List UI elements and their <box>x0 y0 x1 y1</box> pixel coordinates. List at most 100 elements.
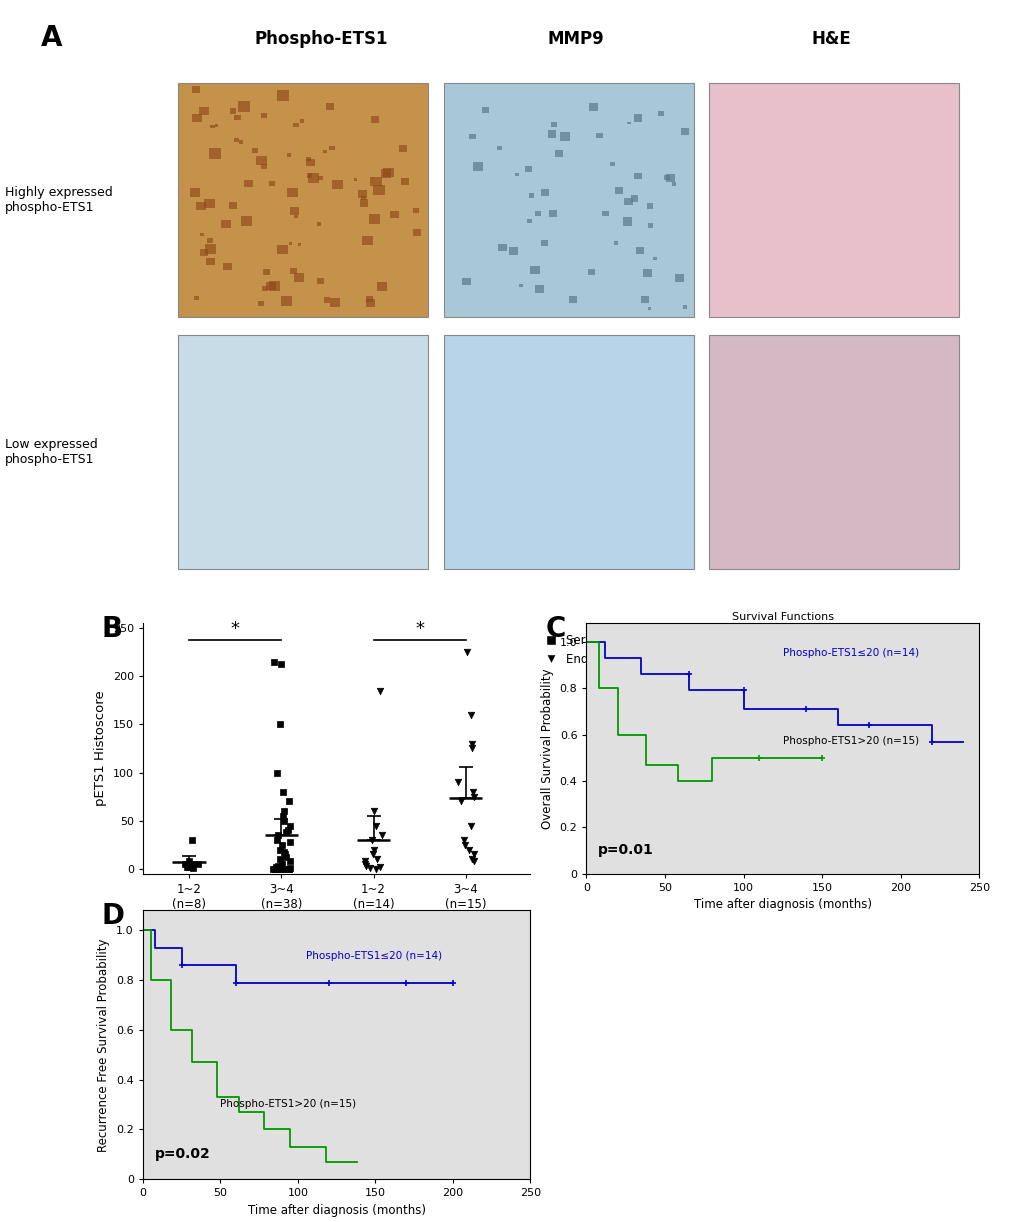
Point <box>273 654 289 673</box>
Bar <box>261 114 267 119</box>
Bar <box>587 269 594 275</box>
Bar <box>675 274 683 282</box>
Bar <box>559 132 570 141</box>
Bar <box>652 257 656 260</box>
Bar <box>358 191 366 198</box>
Bar <box>300 119 304 123</box>
Point <box>371 857 387 876</box>
Point <box>457 835 473 854</box>
Bar <box>633 115 642 122</box>
Point <box>466 787 482 807</box>
Point <box>465 782 481 802</box>
Point <box>280 792 297 811</box>
Bar <box>269 281 279 291</box>
Bar <box>229 109 236 114</box>
Bar <box>210 125 214 128</box>
Text: p=0.02: p=0.02 <box>154 1146 210 1161</box>
Point <box>466 852 482 871</box>
Text: Phospho-ETS1>20 (n=15): Phospho-ETS1>20 (n=15) <box>783 736 918 745</box>
Point <box>365 844 381 864</box>
Point <box>274 807 290 826</box>
Bar <box>682 306 687 309</box>
Point <box>184 830 201 849</box>
Text: *: * <box>230 620 239 638</box>
Bar <box>609 163 614 166</box>
Point <box>374 825 390 844</box>
Bar <box>634 172 642 180</box>
Bar <box>443 83 693 318</box>
Bar <box>206 258 215 265</box>
Bar <box>196 202 206 210</box>
Bar <box>204 199 214 208</box>
X-axis label: Time after diagnosis (months): Time after diagnosis (months) <box>248 1204 425 1217</box>
Text: A: A <box>41 24 62 53</box>
Bar <box>207 238 213 243</box>
Point <box>358 857 374 876</box>
Bar <box>398 145 407 152</box>
Bar <box>535 286 543 292</box>
Bar <box>658 111 663 116</box>
Y-axis label: pETS1 Histoscore: pETS1 Histoscore <box>94 690 107 807</box>
Point <box>273 854 289 874</box>
Bar <box>400 178 409 185</box>
Bar <box>596 132 602 138</box>
Text: Phospho-ETS1≤20 (n=14): Phospho-ETS1≤20 (n=14) <box>306 951 441 960</box>
Bar <box>252 148 258 153</box>
Bar <box>588 103 598 111</box>
Title: Survival Functions: Survival Functions <box>732 612 834 622</box>
Point <box>463 738 479 758</box>
Bar <box>205 244 216 254</box>
Bar <box>473 163 483 171</box>
Point <box>272 849 288 869</box>
Bar <box>647 307 651 309</box>
Point <box>269 857 285 876</box>
X-axis label: Time after diagnosis (months): Time after diagnosis (months) <box>693 898 871 912</box>
Bar <box>288 242 291 246</box>
Bar <box>293 215 298 219</box>
Bar <box>547 131 556 138</box>
Point <box>276 802 292 821</box>
Point <box>277 859 293 879</box>
Bar <box>708 83 958 318</box>
Point <box>278 848 294 868</box>
Point <box>178 857 195 876</box>
Point <box>266 859 282 879</box>
Point <box>371 681 387 700</box>
Bar <box>373 186 384 196</box>
Point <box>281 832 298 852</box>
Point <box>271 715 287 734</box>
Bar <box>481 108 488 112</box>
Bar <box>190 188 200 197</box>
Bar <box>215 123 218 127</box>
Bar <box>195 296 199 301</box>
Bar <box>318 176 323 180</box>
Bar <box>627 121 630 125</box>
Text: D: D <box>102 902 125 930</box>
Bar <box>306 158 311 161</box>
Point <box>269 830 285 849</box>
Bar <box>636 247 643 254</box>
Bar <box>192 87 201 93</box>
Point <box>356 852 372 871</box>
Text: p=0.01: p=0.01 <box>598 843 653 857</box>
Bar <box>178 335 428 569</box>
Bar <box>413 208 419 213</box>
Bar <box>178 83 428 318</box>
Point <box>367 859 383 879</box>
Point <box>461 840 477 859</box>
Bar <box>240 216 252 226</box>
Bar <box>263 269 270 275</box>
Bar <box>221 220 230 229</box>
Point <box>180 852 197 871</box>
Bar <box>550 122 556 127</box>
Bar <box>238 141 243 144</box>
Bar <box>529 193 534 198</box>
Point <box>273 835 289 854</box>
Bar <box>366 297 373 303</box>
Point <box>267 857 283 876</box>
Bar <box>258 301 263 306</box>
Bar <box>443 335 693 569</box>
Bar <box>192 114 202 122</box>
Bar <box>209 148 220 159</box>
Point <box>278 859 294 879</box>
